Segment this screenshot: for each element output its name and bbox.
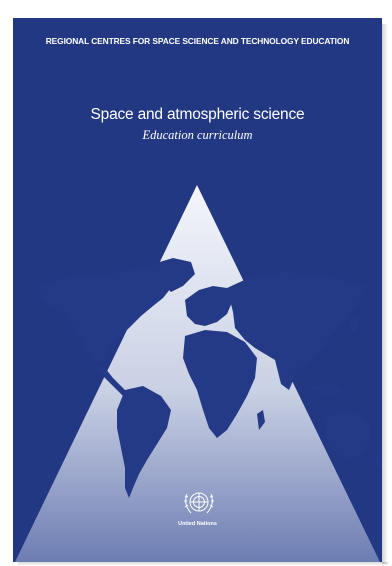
cover-illustration: [15, 185, 381, 562]
australia-shape: [325, 410, 371, 458]
central-america-shape: [95, 363, 127, 396]
un-emblem-icon: [184, 492, 214, 514]
india-shape: [275, 360, 295, 390]
europe-shape: [185, 286, 233, 326]
africa-shape: [183, 330, 257, 438]
north-america-shape: [38, 266, 178, 363]
series-title: REGIONAL CENTRES FOR SPACE SCIENCE AND T…: [45, 36, 350, 46]
publisher-name: United Nations: [178, 521, 217, 527]
book-title: Space and atmospheric science: [90, 106, 305, 123]
world-map: [38, 258, 381, 498]
greenland-shape: [153, 258, 195, 292]
south-america-shape: [117, 386, 171, 498]
book-subtitle: Education curriculum: [142, 128, 253, 142]
new-zealand-shape: [375, 454, 381, 470]
cover-shadow-right: [382, 24, 388, 564]
indonesia-shape: [309, 384, 343, 396]
asia-shape: [227, 272, 365, 374]
book-cover: REGIONAL CENTRES FOR SPACE SCIENCE AND T…: [13, 18, 382, 562]
madagascar-shape: [257, 410, 265, 430]
japan-shape: [349, 316, 359, 334]
cover-shadow-bottom: [18, 562, 388, 566]
